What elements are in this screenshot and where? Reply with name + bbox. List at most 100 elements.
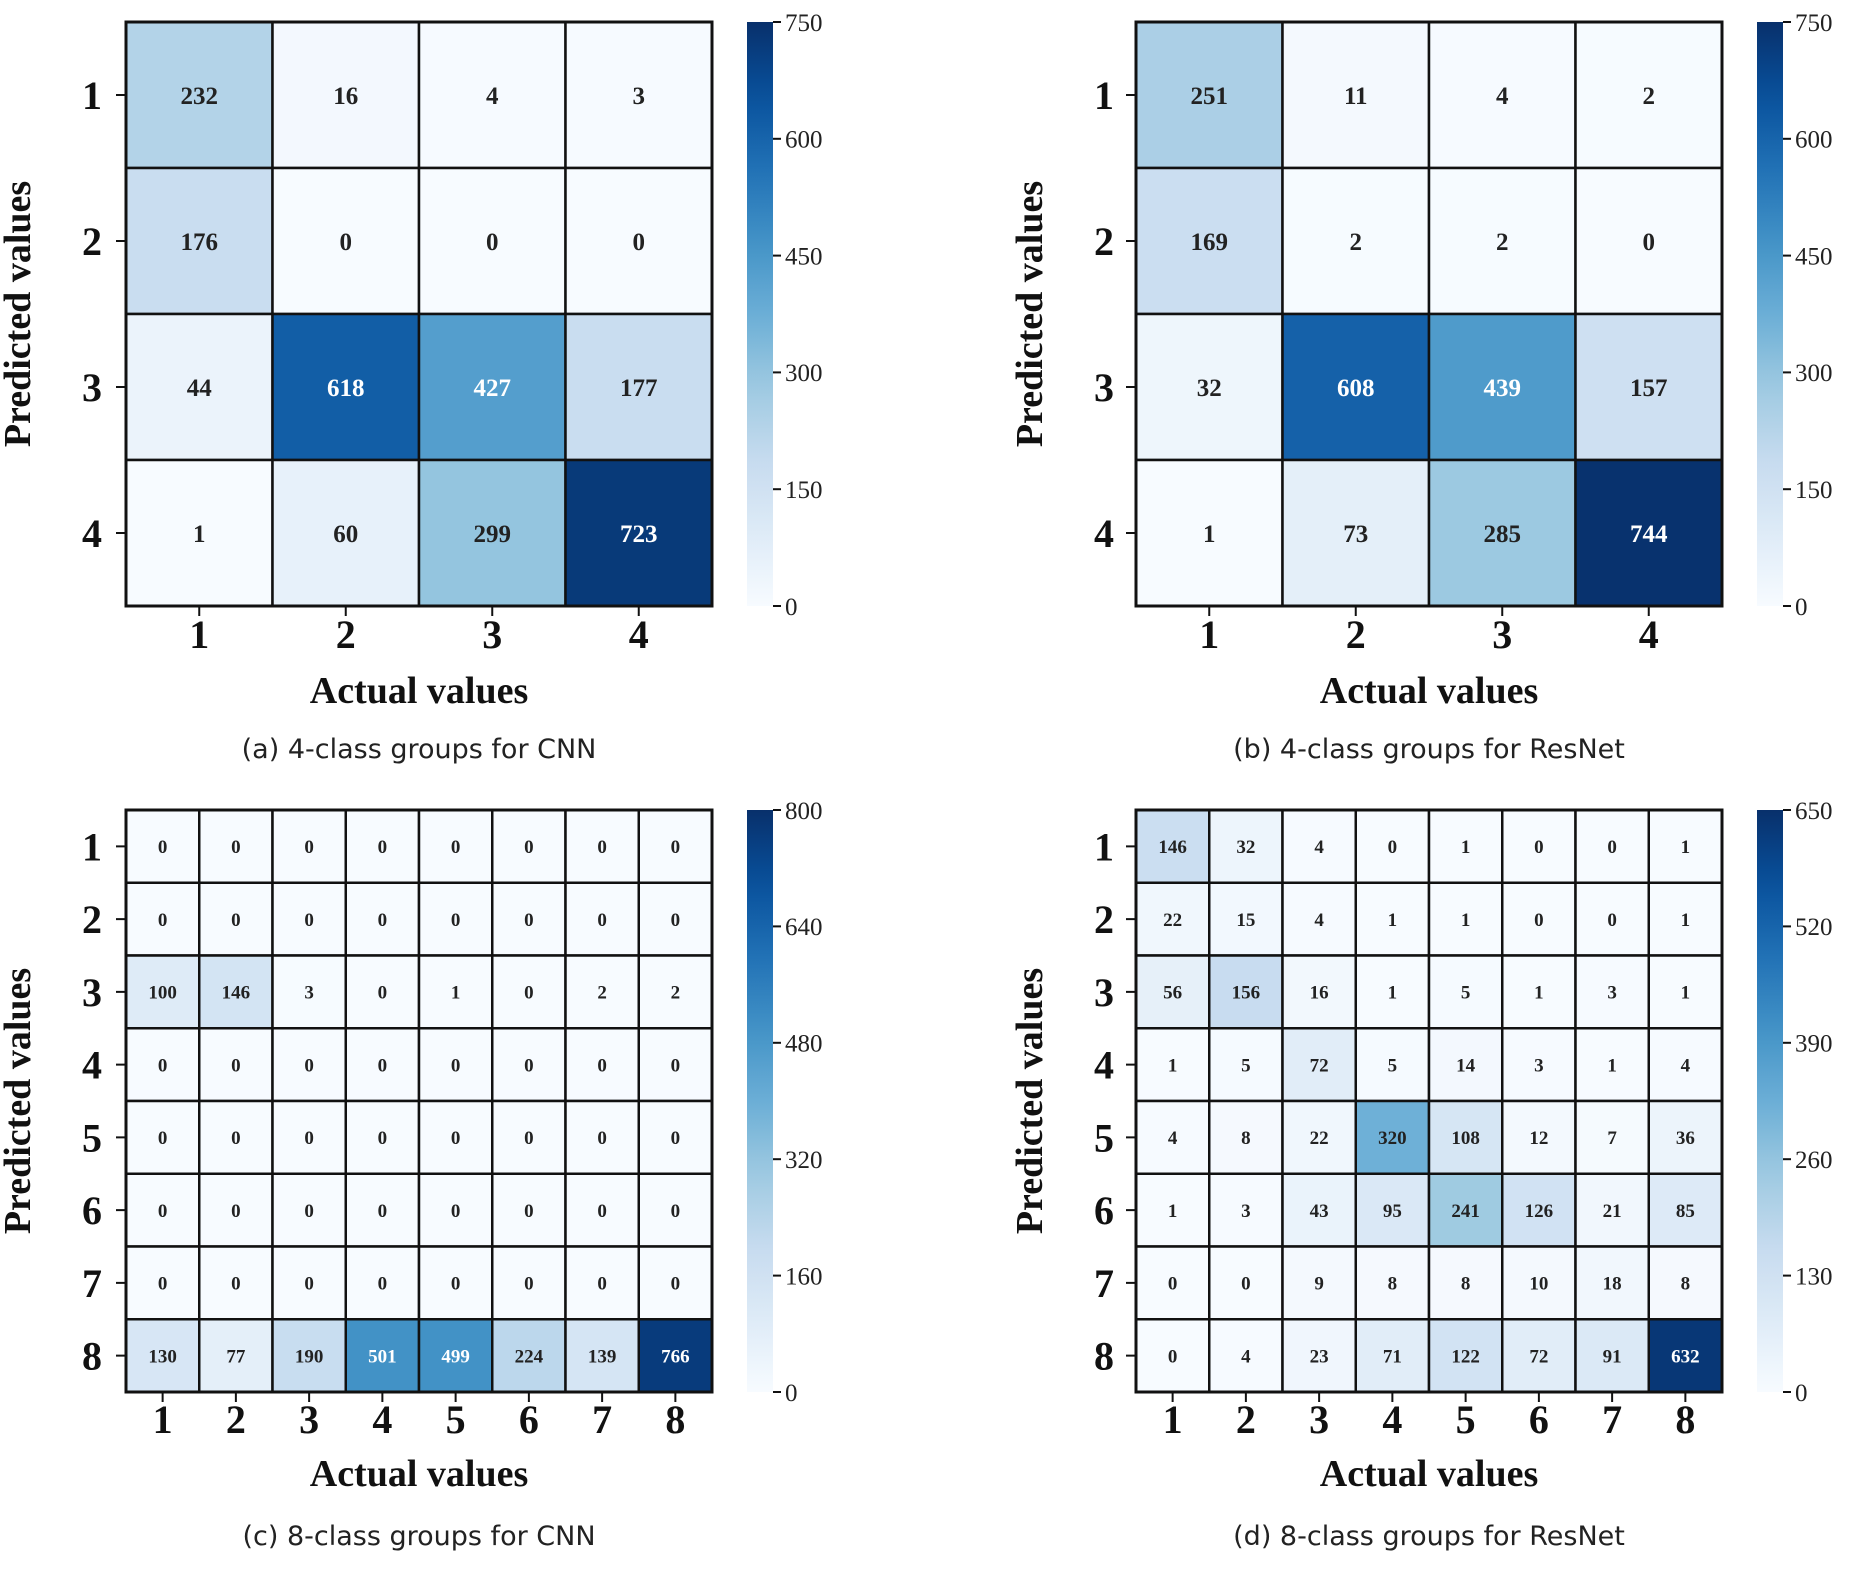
cell-value-label: 0 bbox=[671, 1128, 681, 1149]
heatmap-cell-r4-c1 bbox=[1134, 1027, 1211, 1103]
cell-value-label: 0 bbox=[1241, 1274, 1251, 1295]
cell-value-label: 0 bbox=[597, 1274, 607, 1295]
heatmap-cell-r6-c8 bbox=[1647, 1172, 1724, 1248]
cell-value-label: 1 bbox=[1168, 1201, 1178, 1222]
cell-value-label: 299 bbox=[474, 521, 512, 548]
heatmap-cell-r7-c2 bbox=[1208, 1245, 1284, 1321]
cell-value-label: 72 bbox=[1529, 1346, 1548, 1367]
cell-value-label: 632 bbox=[1671, 1346, 1700, 1367]
cell-value-label: 8 bbox=[1461, 1274, 1471, 1295]
cell-value-label: 95 bbox=[1383, 1201, 1402, 1222]
cell-value-label: 122 bbox=[1451, 1346, 1480, 1367]
cell-value-label: 0 bbox=[378, 1201, 388, 1222]
cell-value-label: 0 bbox=[158, 1201, 168, 1222]
cell-value-label: 0 bbox=[451, 1201, 461, 1222]
heatmap-cell-r1-c4 bbox=[1574, 20, 1724, 170]
cell-value-label: 1 bbox=[1461, 910, 1471, 931]
cell-value-label: 177 bbox=[620, 375, 658, 402]
colorbar-tick-label: 150 bbox=[785, 477, 823, 504]
heatmap-cell-r1-c3 bbox=[1427, 20, 1577, 170]
cell-value-label: 60 bbox=[333, 521, 358, 548]
heatmap-frame bbox=[1134, 20, 1724, 608]
x-axis-label: Actual values bbox=[1320, 670, 1539, 712]
heatmap-cell-r1-c1 bbox=[1134, 20, 1284, 170]
heatmap-cell-r5-c3 bbox=[271, 1099, 347, 1175]
cell-value-label: 0 bbox=[451, 1128, 461, 1149]
heatmap-cell-r7-c8 bbox=[637, 1245, 714, 1321]
heatmap-cell-r4-c3 bbox=[1427, 458, 1577, 608]
x-tick-label: 4 bbox=[1639, 612, 1659, 657]
heatmap-cell-r7-c5 bbox=[1427, 1245, 1504, 1321]
cell-value-label: 190 bbox=[295, 1346, 324, 1367]
y-tick-label: 4 bbox=[82, 1043, 102, 1088]
cell-value-label: 156 bbox=[1232, 983, 1261, 1004]
cell-value-label: 0 bbox=[1607, 837, 1617, 858]
heatmap-cell-r7-c7 bbox=[1574, 1245, 1650, 1321]
cell-value-label: 139 bbox=[588, 1346, 617, 1367]
cell-value-label: 0 bbox=[231, 837, 241, 858]
heatmap-cell-r1-c1 bbox=[124, 20, 274, 170]
cell-value-label: 0 bbox=[524, 1128, 534, 1149]
cell-value-label: 0 bbox=[378, 837, 388, 858]
colorbar-tick-label: 600 bbox=[1795, 127, 1833, 154]
y-axis-label: Predicted values bbox=[0, 181, 39, 447]
cell-value-label: 0 bbox=[304, 837, 314, 858]
cell-value-label: 5 bbox=[1388, 1055, 1398, 1076]
y-tick-label: 7 bbox=[82, 1261, 102, 1306]
heatmap-cell-r2-c2 bbox=[198, 881, 274, 957]
colorbar bbox=[747, 22, 773, 606]
x-axis-label: Actual values bbox=[1320, 1453, 1539, 1495]
cell-value-label: 3 bbox=[304, 983, 314, 1004]
cell-value-label: 21 bbox=[1603, 1201, 1622, 1222]
cell-value-label: 0 bbox=[671, 1201, 681, 1222]
heatmap-cell-r1-c2 bbox=[271, 20, 421, 170]
y-tick-label: 2 bbox=[82, 897, 102, 942]
x-tick-label: 3 bbox=[1492, 612, 1512, 657]
y-tick-label: 7 bbox=[1094, 1261, 1114, 1306]
cell-value-label: 91 bbox=[1603, 1346, 1622, 1367]
heatmap-cell-r2-c8 bbox=[1647, 881, 1724, 957]
cell-value-label: 22 bbox=[1310, 1128, 1329, 1149]
heatmap-cell-r7-c6 bbox=[491, 1245, 567, 1321]
heatmap-cell-r5-c6 bbox=[491, 1099, 567, 1175]
cell-value-label: 0 bbox=[304, 910, 314, 931]
cell-value-label: 0 bbox=[671, 1055, 681, 1076]
cell-value-label: 4 bbox=[1496, 83, 1509, 110]
cell-value-label: 0 bbox=[158, 1274, 168, 1295]
x-tick-label: 1 bbox=[189, 612, 209, 657]
heatmap-cell-r4-c3 bbox=[271, 1027, 347, 1103]
cell-value-label: 0 bbox=[231, 1274, 241, 1295]
x-tick-label: 8 bbox=[665, 1397, 685, 1442]
cell-value-label: 1 bbox=[1388, 983, 1398, 1004]
cell-value-label: 1 bbox=[1681, 910, 1691, 931]
cell-value-label: 108 bbox=[1451, 1128, 1480, 1149]
x-tick-label: 7 bbox=[592, 1397, 612, 1442]
colorbar-tick-label: 150 bbox=[1795, 477, 1833, 504]
y-tick-label: 5 bbox=[82, 1115, 102, 1160]
cell-value-label: 0 bbox=[524, 1055, 534, 1076]
cell-value-label: 3 bbox=[1241, 1201, 1251, 1222]
cell-value-label: 7 bbox=[1607, 1128, 1617, 1149]
cell-value-label: 744 bbox=[1630, 521, 1668, 548]
heatmap-cell-r4-c7 bbox=[564, 1027, 640, 1103]
heatmap-frame bbox=[1134, 808, 1724, 1394]
cell-value-label: 0 bbox=[231, 1201, 241, 1222]
cell-value-label: 320 bbox=[1378, 1128, 1407, 1149]
cell-value-label: 0 bbox=[671, 1274, 681, 1295]
cell-value-label: 5 bbox=[1461, 983, 1471, 1004]
heatmap-cell-r3-c3 bbox=[1281, 954, 1357, 1030]
cell-value-label: 0 bbox=[451, 1055, 461, 1076]
heatmap-cell-r2-c6 bbox=[491, 881, 567, 957]
heatmap-cell-r5-c3 bbox=[1281, 1099, 1357, 1175]
colorbar-tick-label: 0 bbox=[785, 1380, 798, 1407]
heatmap-frame bbox=[124, 20, 714, 608]
colorbar-tick-label: 130 bbox=[1795, 1263, 1833, 1290]
heatmap-cell-r2-c1 bbox=[1134, 166, 1284, 316]
heatmap-cell-r3-c5 bbox=[417, 954, 494, 1030]
heatmap-cell-r8-c3 bbox=[271, 1318, 347, 1394]
cell-value-label: 0 bbox=[524, 910, 534, 931]
colorbar-tick-label: 480 bbox=[785, 1031, 823, 1058]
cell-value-label: 0 bbox=[231, 1055, 241, 1076]
x-tick-label: 5 bbox=[446, 1397, 466, 1442]
heatmap-cell-r4-c4 bbox=[1574, 458, 1724, 608]
